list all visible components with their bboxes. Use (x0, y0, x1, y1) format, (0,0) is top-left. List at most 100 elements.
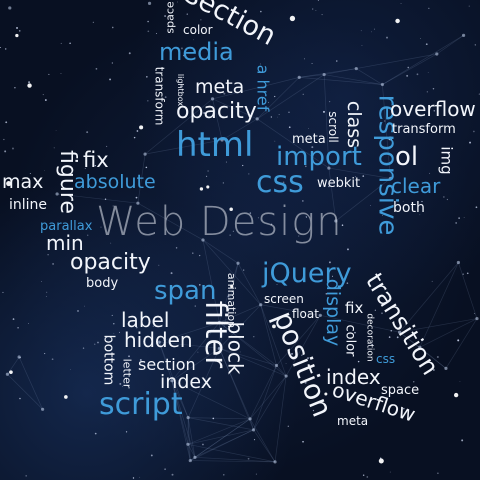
star (42, 94, 44, 96)
network-line (382, 35, 464, 85)
star (317, 0, 319, 1)
word-color-top: color (183, 23, 213, 37)
star (311, 146, 314, 149)
network-line (219, 304, 261, 349)
star (104, 198, 107, 200)
network-line (237, 263, 262, 305)
star (164, 15, 167, 17)
network-node (217, 346, 221, 350)
network-line (57, 193, 138, 204)
star (21, 180, 23, 181)
network-line (171, 380, 191, 461)
network-line (194, 456, 276, 463)
star (298, 235, 300, 237)
network-node (210, 97, 215, 101)
star (3, 138, 5, 141)
star (44, 170, 46, 171)
star (302, 93, 304, 95)
star (278, 113, 280, 115)
network-line (285, 315, 321, 377)
star (11, 147, 14, 150)
star (253, 336, 255, 338)
star (431, 280, 433, 282)
network-line (219, 348, 287, 377)
star (384, 120, 386, 122)
star (29, 173, 31, 174)
network-line (194, 418, 251, 458)
network-line (328, 168, 337, 221)
network-line (187, 417, 196, 458)
network-node (248, 417, 252, 421)
star (255, 473, 257, 475)
word-ol: ol (395, 142, 419, 172)
star (242, 164, 244, 167)
star (311, 63, 313, 64)
word-screen: screen (264, 292, 304, 306)
star (197, 351, 199, 353)
star (2, 291, 4, 294)
star (370, 205, 371, 206)
star (468, 5, 470, 7)
network-node (354, 66, 358, 71)
star (386, 36, 388, 39)
star (428, 7, 430, 9)
star (199, 187, 204, 191)
star (112, 205, 114, 207)
star (95, 67, 98, 70)
star (92, 21, 94, 23)
word-a-href: a href (253, 64, 273, 112)
star (135, 326, 138, 329)
network-node (327, 166, 331, 170)
star (139, 476, 141, 478)
star (198, 254, 201, 257)
network-line (419, 346, 447, 369)
star (205, 175, 208, 178)
star (369, 400, 371, 401)
network-line (187, 444, 196, 458)
network-node (186, 416, 190, 420)
network-node (334, 219, 338, 223)
star (53, 147, 55, 149)
star (14, 87, 16, 89)
star (206, 185, 210, 189)
star (413, 381, 415, 383)
star (473, 130, 475, 133)
network-line (187, 418, 251, 445)
word-fix-right: fix (345, 299, 364, 317)
star (60, 42, 62, 44)
star (227, 295, 230, 298)
word-min: min (46, 231, 84, 255)
star (402, 200, 404, 202)
network-line (221, 118, 258, 141)
star (292, 308, 295, 311)
word-script: script (99, 387, 183, 422)
word-index-left: index (160, 371, 212, 393)
star (113, 323, 115, 325)
star (463, 217, 465, 219)
word-letter: letter (120, 358, 134, 389)
star (97, 341, 99, 344)
star (328, 261, 331, 264)
star (5, 121, 8, 124)
network-line (382, 84, 391, 179)
network-line (187, 443, 276, 463)
network-line (249, 375, 287, 420)
network-line (219, 348, 251, 420)
network-line (188, 417, 254, 431)
star (272, 324, 276, 329)
star (223, 92, 226, 95)
network-line (171, 380, 251, 420)
star (420, 38, 421, 40)
star (432, 88, 435, 90)
star (443, 196, 445, 198)
star (46, 291, 48, 293)
star (232, 230, 234, 232)
network-line (249, 365, 277, 420)
star (0, 46, 2, 48)
network-line (249, 418, 254, 430)
network-line (212, 77, 300, 100)
word-parallax: parallax (40, 219, 93, 234)
star (52, 263, 55, 265)
word-body: body (86, 276, 119, 291)
word-css-low: css (376, 352, 396, 366)
